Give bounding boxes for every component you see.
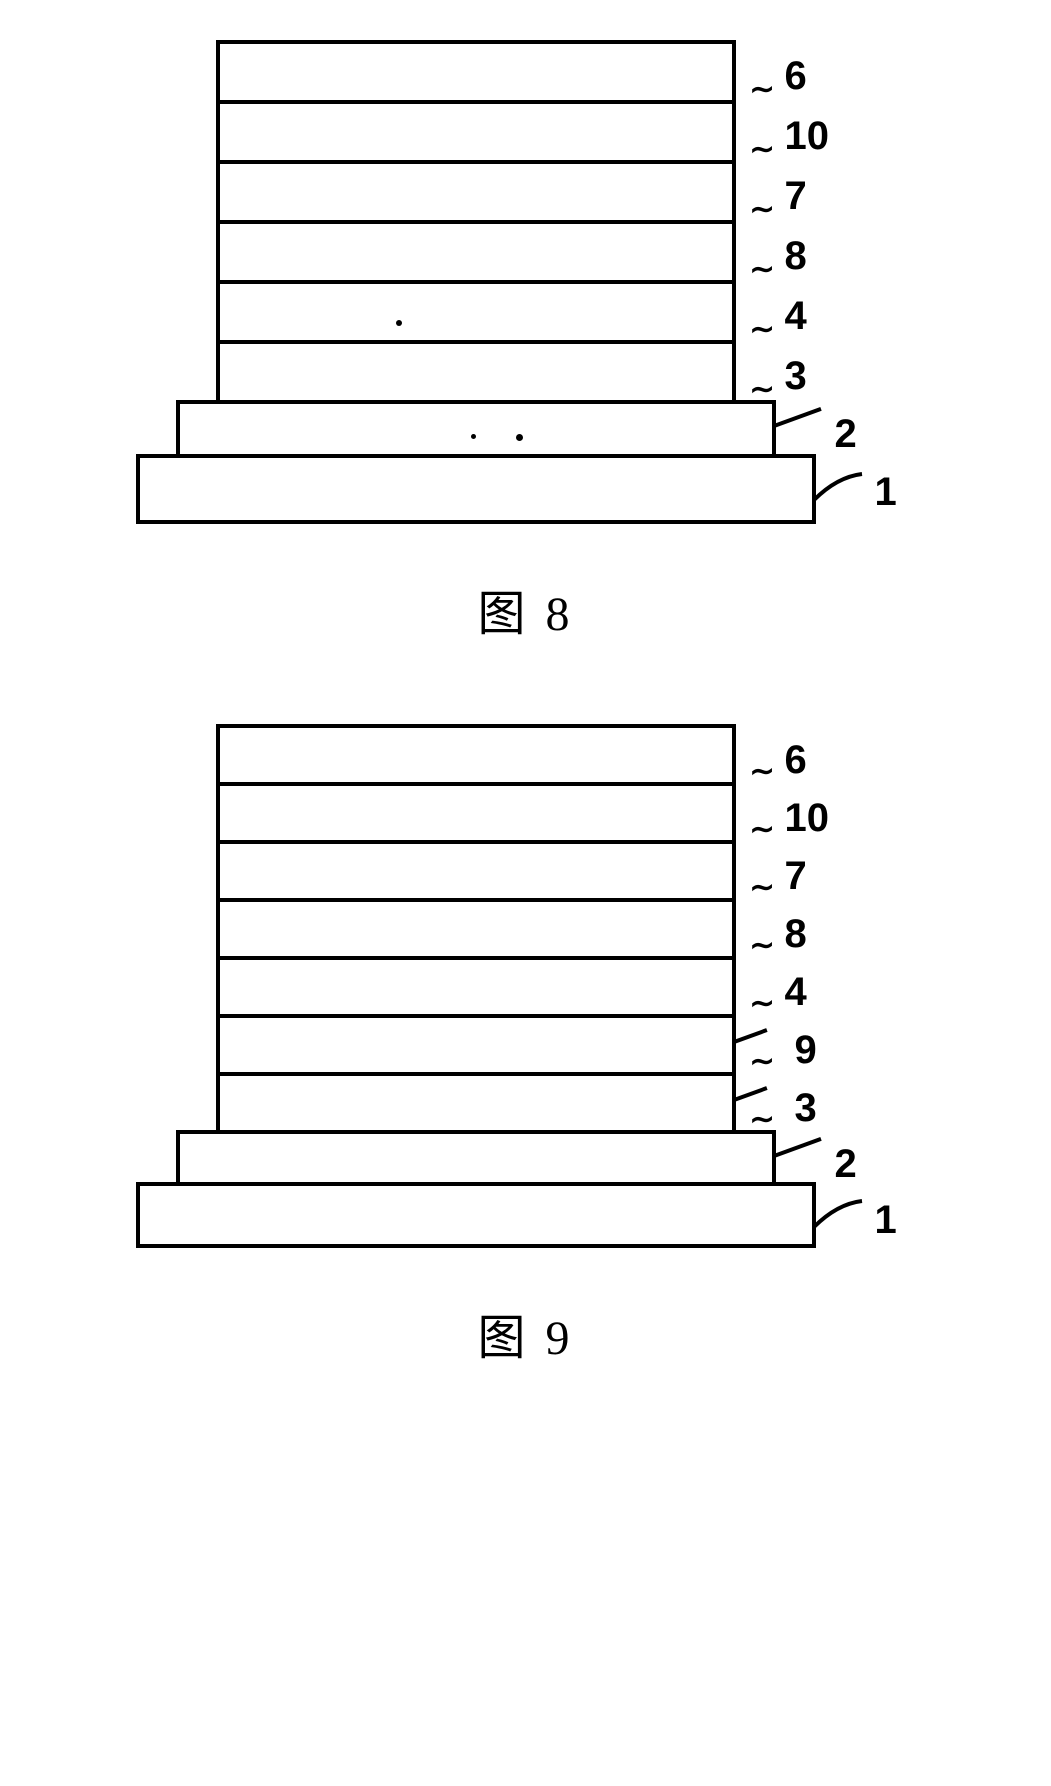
layer-4: ∼4 [216,956,736,1018]
layer-label-4: 4 [785,970,807,1015]
layer-10: ∼10 [216,100,736,164]
layer-label-7: 7 [785,854,807,899]
leader-curve-icon [812,1199,872,1239]
fig9-caption: 图 9 [20,1298,1031,1368]
layer-label-7: 7 [785,174,807,219]
layer-1: 1 [136,454,816,524]
layer-label-2: 2 [835,1142,857,1187]
fig9-container: ∼6∼10∼7∼8∼4∼9∼321图 9 [20,724,1031,1368]
layer-label-8: 8 [785,234,807,279]
layer-7: ∼7 [216,840,736,902]
layer-label-10: 10 [785,796,830,841]
leader-line [733,1086,767,1102]
leader-line [733,1028,767,1044]
fig8-container: ∼6∼10∼7∼8∼4∼321图 8 [20,40,1031,644]
layer-8: ∼8 [216,220,736,284]
layer-8: ∼8 [216,898,736,960]
layer-label-2: 2 [835,412,857,457]
layer-2: 2 [176,400,776,458]
layer-label-1: 1 [875,470,897,515]
layer-label-10: 10 [785,114,830,159]
layer-9: ∼9 [216,1014,736,1076]
artifact-dot [396,320,402,326]
tilde-mark: ∼ [750,1044,775,1079]
leader-curve-icon [812,472,872,512]
tilde-mark: ∼ [750,986,775,1021]
layer-label-9: 9 [795,1028,817,1073]
layer-6: ∼6 [216,40,736,104]
fig9-stack: ∼6∼10∼7∼8∼4∼9∼321 [106,724,946,1248]
layer-label-3: 3 [785,354,807,399]
layer-label-6: 6 [785,54,807,99]
tilde-mark: ∼ [750,812,775,847]
layer-2: 2 [176,1130,776,1186]
layer-3: ∼3 [216,340,736,404]
tilde-mark: ∼ [750,312,775,347]
layer-4: ∼4 [216,280,736,344]
layer-7: ∼7 [216,160,736,224]
tilde-mark: ∼ [750,72,775,107]
layer-3: ∼3 [216,1072,736,1134]
layer-label-1: 1 [875,1198,897,1243]
tilde-mark: ∼ [750,928,775,963]
layer-label-3: 3 [795,1086,817,1131]
layer-1: 1 [136,1182,816,1248]
tilde-mark: ∼ [750,132,775,167]
leader-line [773,407,821,428]
layer-label-6: 6 [785,738,807,783]
tilde-mark: ∼ [750,192,775,227]
tilde-mark: ∼ [750,252,775,287]
artifact-dot [471,434,476,439]
leader-line [773,1137,821,1158]
artifact-dot [516,434,523,441]
layer-6: ∼6 [216,724,736,786]
fig8-caption: 图 8 [20,574,1031,644]
layer-10: ∼10 [216,782,736,844]
tilde-mark: ∼ [750,754,775,789]
layer-label-4: 4 [785,294,807,339]
layer-label-8: 8 [785,912,807,957]
tilde-mark: ∼ [750,870,775,905]
fig8-stack: ∼6∼10∼7∼8∼4∼321 [106,40,946,524]
